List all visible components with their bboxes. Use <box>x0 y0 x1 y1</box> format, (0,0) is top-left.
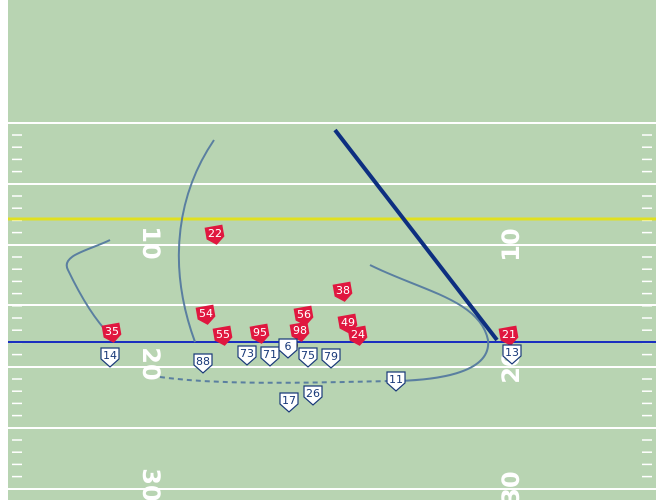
defender-marker <box>101 322 122 343</box>
offense-marker <box>100 347 120 368</box>
defender-marker <box>289 321 310 342</box>
offense-label: 17 <box>282 394 296 407</box>
yard-number: 10 <box>137 226 165 259</box>
offense-marker <box>321 348 341 369</box>
offense-label: 79 <box>324 350 338 363</box>
defender-marker <box>212 325 233 346</box>
route <box>65 239 111 336</box>
route <box>369 264 490 382</box>
defender-marker <box>249 323 270 344</box>
defender-marker <box>293 305 314 326</box>
offense-label: 14 <box>103 349 117 362</box>
route-deep <box>333 128 499 342</box>
defender-marker <box>195 304 216 325</box>
defender-marker <box>498 325 519 346</box>
defender-label: 54 <box>199 307 213 320</box>
offense-label: 71 <box>263 348 277 361</box>
offense-marker <box>298 347 318 368</box>
defender-label: 38 <box>336 284 350 297</box>
defender-marker <box>332 281 353 302</box>
defender-label: 95 <box>253 326 267 339</box>
offense-marker <box>278 338 298 359</box>
offense-marker <box>502 344 522 365</box>
offense-label: 13 <box>505 346 519 359</box>
route <box>159 376 391 384</box>
offense-marker <box>279 392 299 413</box>
offense-label: 75 <box>301 349 315 362</box>
defender-label: 35 <box>105 325 119 338</box>
offense-marker <box>237 345 257 366</box>
defender-label: 22 <box>208 227 222 240</box>
defender-label: 98 <box>293 324 307 337</box>
defender-label: 21 <box>502 328 516 341</box>
field <box>8 0 656 500</box>
defender-label: 49 <box>341 316 355 329</box>
defender-label: 55 <box>216 328 230 341</box>
offense-marker <box>303 385 323 406</box>
yard-number: 30 <box>497 471 525 500</box>
offense-marker <box>386 371 406 392</box>
offense-marker <box>260 346 280 367</box>
offense-label: 26 <box>306 387 320 400</box>
yard-number: 10 <box>497 228 525 261</box>
offense-label: 6 <box>285 340 292 353</box>
defender-marker <box>347 325 368 346</box>
yard-number: 30 <box>137 468 165 500</box>
route <box>177 139 215 343</box>
defender-label: 24 <box>351 328 365 341</box>
defender-marker <box>204 224 225 245</box>
offense-marker <box>193 353 213 374</box>
offense-label: 88 <box>196 355 210 368</box>
offense-label: 73 <box>240 347 254 360</box>
routes <box>65 139 490 384</box>
yard-number: 20 <box>137 347 165 380</box>
defender-label: 56 <box>297 308 311 321</box>
offense-label: 11 <box>389 373 403 386</box>
